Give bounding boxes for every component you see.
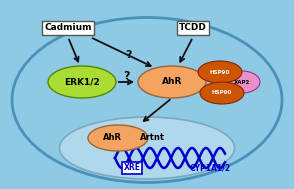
Text: HSP90: HSP90: [210, 70, 230, 74]
Ellipse shape: [198, 61, 242, 83]
Ellipse shape: [138, 66, 206, 98]
Ellipse shape: [48, 66, 116, 98]
Text: AhR: AhR: [103, 133, 121, 143]
Text: XAP2: XAP2: [234, 80, 250, 84]
Text: AhR: AhR: [162, 77, 182, 87]
Ellipse shape: [224, 71, 260, 93]
Text: ERK1/2: ERK1/2: [64, 77, 100, 87]
Ellipse shape: [200, 82, 244, 104]
Ellipse shape: [88, 125, 148, 151]
Text: ?: ?: [125, 50, 131, 60]
Ellipse shape: [12, 18, 282, 183]
Text: HSP90: HSP90: [212, 91, 232, 95]
Text: ?: ?: [123, 71, 129, 81]
Text: CYP1A1/2: CYP1A1/2: [189, 163, 230, 173]
Text: Artnt: Artnt: [139, 133, 165, 143]
Text: TCDD: TCDD: [179, 23, 207, 33]
Text: Cadmium: Cadmium: [44, 23, 92, 33]
Text: XRE: XRE: [123, 163, 141, 173]
Ellipse shape: [59, 117, 235, 179]
